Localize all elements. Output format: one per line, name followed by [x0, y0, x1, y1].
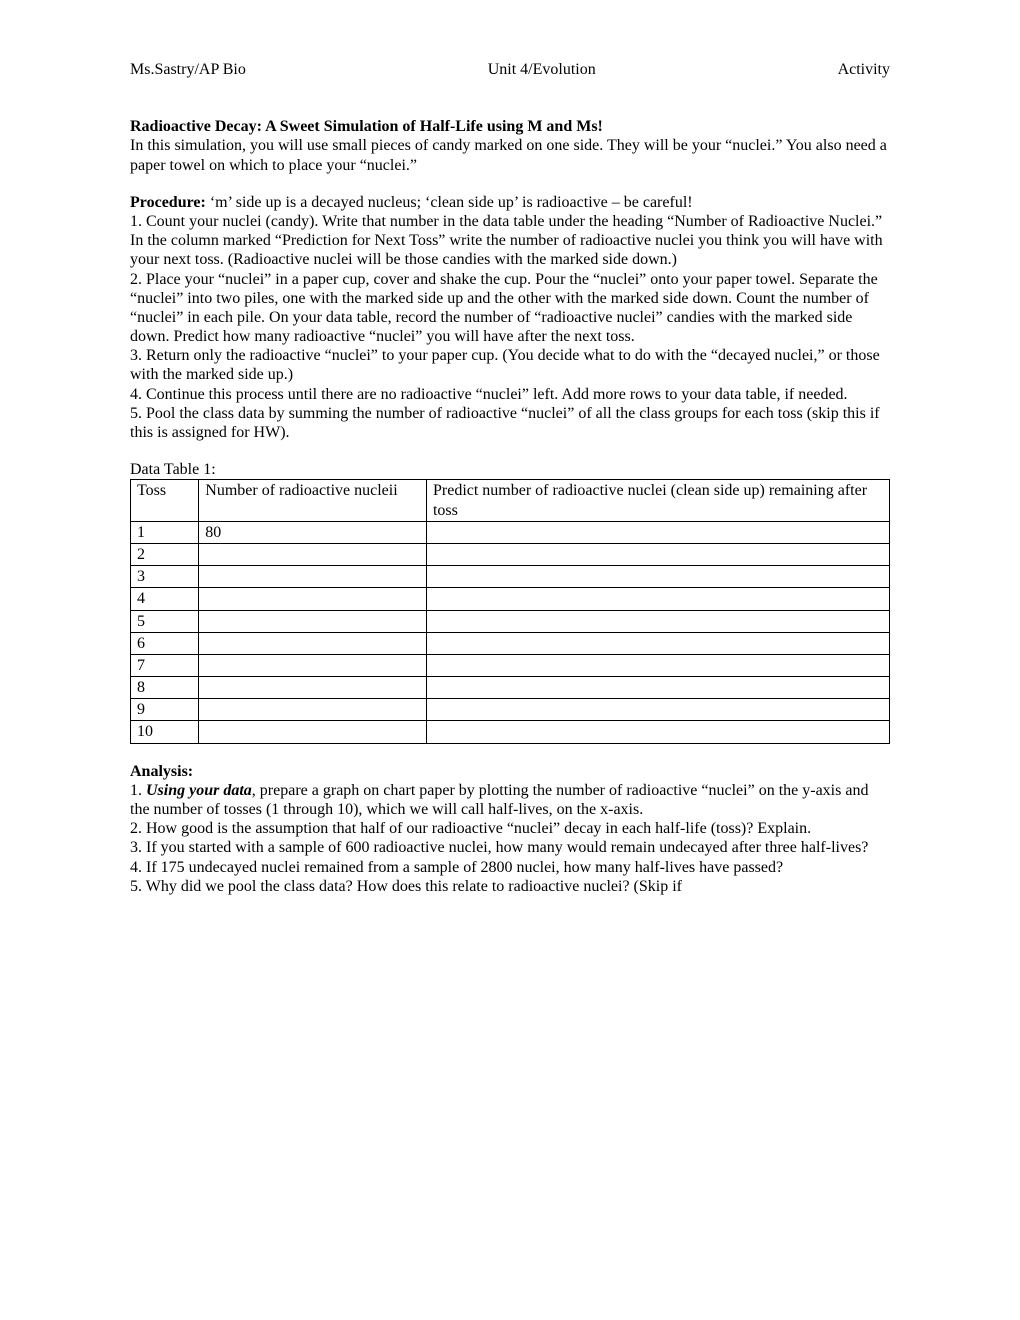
- table-label: Data Table 1:: [130, 460, 890, 479]
- table-row: 6: [131, 632, 890, 654]
- table-cell: [199, 632, 427, 654]
- analysis-block: Analysis: 1. Using your data, prepare a …: [130, 762, 890, 896]
- table-header: Number of radioactive nucleii: [199, 480, 427, 521]
- table-cell: 3: [131, 566, 199, 588]
- table-header: Predict number of radioactive nuclei (cl…: [426, 480, 889, 521]
- table-cell: [199, 721, 427, 743]
- table-cell: 5: [131, 610, 199, 632]
- analysis-item: 1. Using your data, prepare a graph on c…: [130, 782, 868, 818]
- document-title: Radioactive Decay: A Sweet Simulation of…: [130, 118, 603, 135]
- analysis-item: 2. How good is the assumption that half …: [130, 820, 811, 837]
- title-block: Radioactive Decay: A Sweet Simulation of…: [130, 117, 890, 175]
- table-cell: [426, 543, 889, 565]
- analysis-prefix: 1.: [130, 782, 146, 799]
- table-cell: 1: [131, 521, 199, 543]
- table-header: Toss: [131, 480, 199, 521]
- table-cell: [426, 521, 889, 543]
- table-row: 5: [131, 610, 890, 632]
- analysis-item: 3. If you started with a sample of 600 r…: [130, 839, 868, 856]
- table-cell: 80: [199, 521, 427, 543]
- table-cell: [199, 543, 427, 565]
- table-row: 180: [131, 521, 890, 543]
- table-cell: [426, 654, 889, 676]
- procedure-step: 4. Continue this process until there are…: [130, 386, 848, 403]
- table-row: 3: [131, 566, 890, 588]
- table-cell: [426, 699, 889, 721]
- table-cell: [199, 610, 427, 632]
- header-left: Ms.Sastry/AP Bio: [130, 60, 246, 79]
- table-cell: [199, 677, 427, 699]
- table-cell: 6: [131, 632, 199, 654]
- table-row: 2: [131, 543, 890, 565]
- header-center: Unit 4/Evolution: [488, 60, 596, 79]
- intro-text: In this simulation, you will use small p…: [130, 137, 887, 173]
- table-cell: 10: [131, 721, 199, 743]
- analysis-item: 4. If 175 undecayed nuclei remained from…: [130, 859, 783, 876]
- table-cell: [426, 566, 889, 588]
- table-cell: [426, 677, 889, 699]
- procedure-label: Procedure:: [130, 194, 206, 211]
- procedure-block: Procedure: ‘m’ side up is a decayed nucl…: [130, 193, 890, 442]
- data-table: Toss Number of radioactive nucleii Predi…: [130, 479, 890, 743]
- analysis-emphasis: Using your data: [146, 782, 252, 799]
- table-cell: 4: [131, 588, 199, 610]
- procedure-step: 5. Pool the class data by summing the nu…: [130, 405, 880, 441]
- table-cell: 2: [131, 543, 199, 565]
- table-header-row: Toss Number of radioactive nucleii Predi…: [131, 480, 890, 521]
- table-cell: [426, 632, 889, 654]
- table-cell: 7: [131, 654, 199, 676]
- table-cell: [199, 588, 427, 610]
- page-header: Ms.Sastry/AP Bio Unit 4/Evolution Activi…: [130, 60, 890, 79]
- table-cell: [199, 654, 427, 676]
- table-cell: 9: [131, 699, 199, 721]
- table-row: 4: [131, 588, 890, 610]
- table-cell: [199, 699, 427, 721]
- analysis-item: 5. Why did we pool the class data? How d…: [130, 878, 682, 895]
- table-row: 7: [131, 654, 890, 676]
- table-cell: [199, 566, 427, 588]
- header-right: Activity: [838, 60, 890, 79]
- table-row: 10: [131, 721, 890, 743]
- procedure-step: 3. Return only the radioactive “nuclei” …: [130, 347, 880, 383]
- table-row: 9: [131, 699, 890, 721]
- table-row: 8: [131, 677, 890, 699]
- table-cell: 8: [131, 677, 199, 699]
- table-cell: [426, 588, 889, 610]
- procedure-lead: ‘m’ side up is a decayed nucleus; ‘clean…: [206, 194, 693, 211]
- procedure-step: 1. Count your nuclei (candy). Write that…: [130, 213, 883, 268]
- table-cell: [426, 721, 889, 743]
- table-cell: [426, 610, 889, 632]
- analysis-label: Analysis:: [130, 763, 193, 780]
- procedure-step: 2. Place your “nuclei” in a paper cup, c…: [130, 271, 878, 346]
